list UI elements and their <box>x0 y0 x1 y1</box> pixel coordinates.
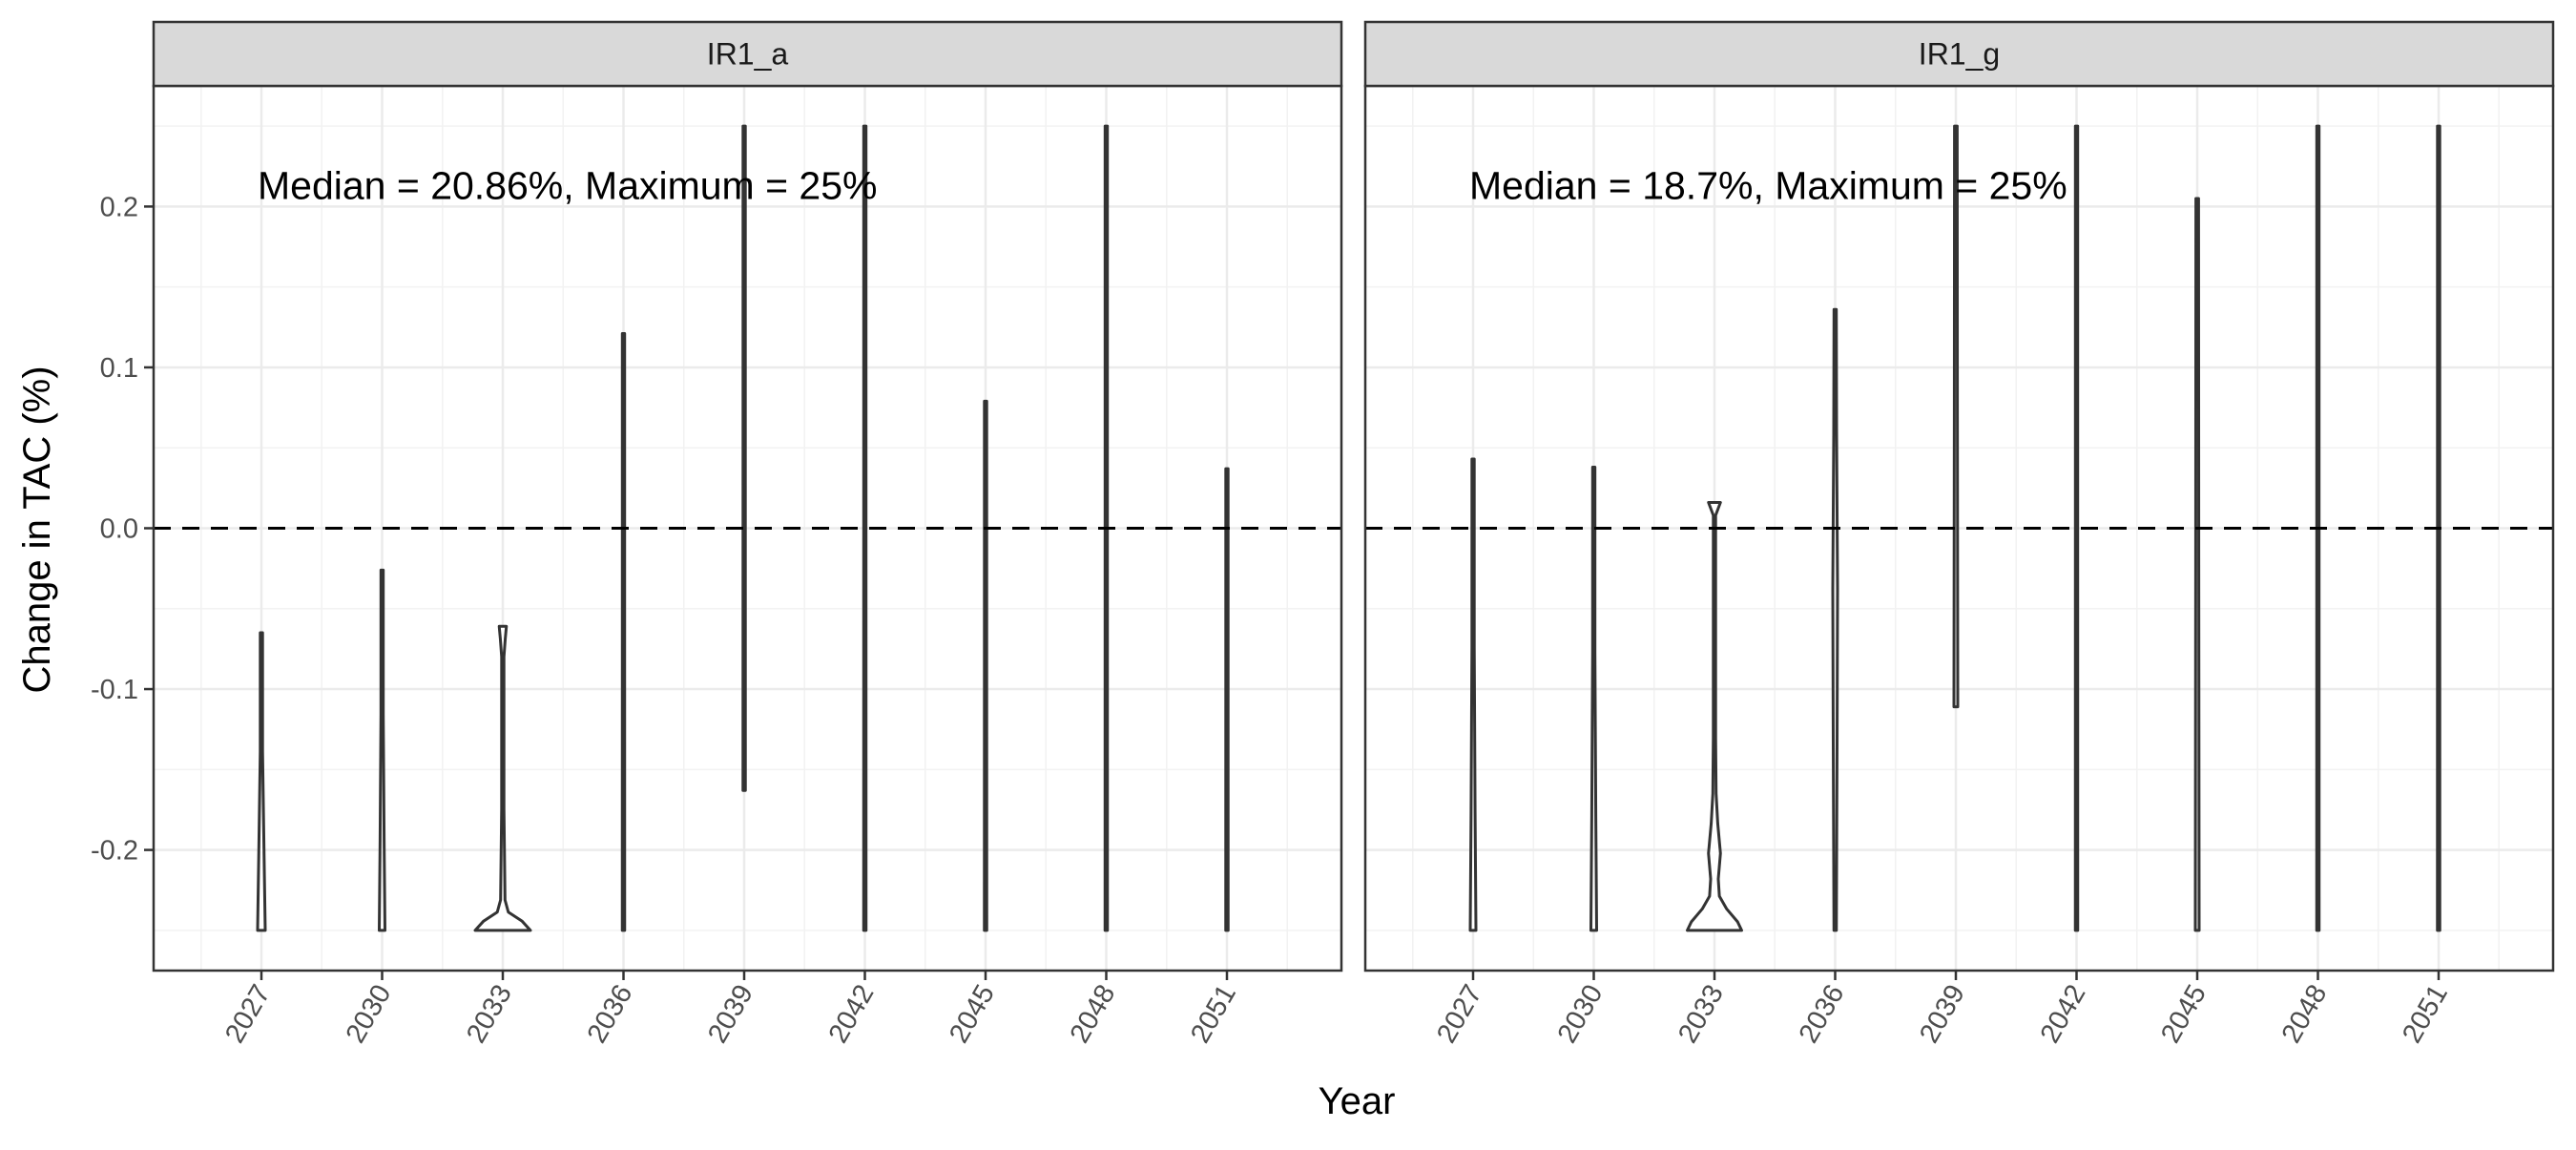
violin-2039 <box>741 124 747 792</box>
violin-2033 <box>473 624 532 932</box>
violin-2036 <box>1831 307 1839 932</box>
violin-2030 <box>1589 465 1598 932</box>
x-axis-title: Year <box>1319 1080 1396 1122</box>
violin-2027 <box>1468 457 1478 932</box>
facet-strip <box>1363 20 2555 88</box>
facet-label: IR1_a <box>707 37 789 72</box>
y-tick-label: 0.2 <box>100 192 138 222</box>
violin-2027 <box>256 631 267 932</box>
y-axis-title: Change in TAC (%) <box>16 366 58 693</box>
facet-strip <box>152 20 1343 88</box>
violin-2045 <box>2193 197 2201 932</box>
panel-annotation: Median = 20.86%, Maximum = 25% <box>258 163 878 207</box>
violin-2036 <box>620 332 627 932</box>
panel-annotation: Median = 18.7%, Maximum = 25% <box>1469 163 2067 207</box>
violin-2042 <box>2073 124 2080 932</box>
violin-2042 <box>862 124 868 932</box>
violin-2039 <box>1952 124 1960 709</box>
violin-2033 <box>1686 501 1743 932</box>
y-tick-label: 0.0 <box>100 514 138 545</box>
y-tick-label: -0.1 <box>91 675 138 705</box>
y-tick-label: 0.1 <box>100 353 138 384</box>
violin-2045 <box>983 399 988 932</box>
facet-label: IR1_g <box>1919 37 2000 72</box>
y-tick-label: -0.2 <box>91 836 138 867</box>
violin-2030 <box>378 568 386 932</box>
violin-2051 <box>1224 467 1230 932</box>
